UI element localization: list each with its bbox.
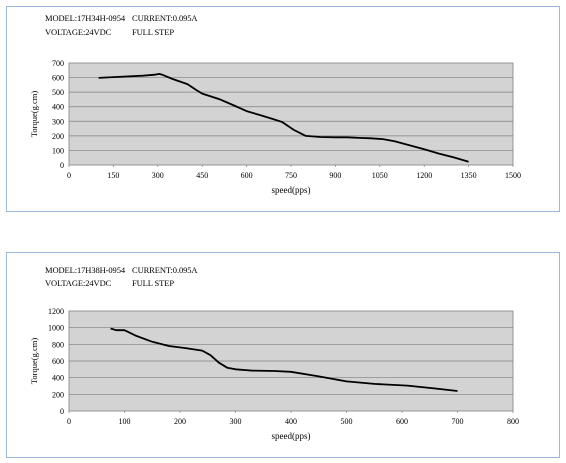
voltage-label: VOLTAGE:24VDC: [45, 278, 112, 288]
y-tick-label: 0: [60, 407, 64, 416]
y-tick-label: 600: [52, 74, 64, 83]
current-label: CURRENT:0.095A: [132, 13, 198, 23]
x-tick-label: 1500: [505, 171, 521, 180]
x-tick-label: 0: [67, 171, 71, 180]
x-tick-label: 400: [285, 417, 297, 426]
voltage-label: VOLTAGE:24VDC: [45, 27, 112, 37]
y-tick-label: 300: [52, 117, 64, 126]
torque-speed-chart-1: 0 100 200 300 400 500 600 700 0 150 300 450 600 750 90…: [29, 59, 521, 195]
y-tick-label: 100: [52, 146, 64, 155]
x-tick-label: 450: [196, 171, 208, 180]
y-tick-label: 0: [60, 161, 64, 170]
x-tick-label: 1050: [372, 171, 388, 180]
y-axis-title: Torque(g.cm): [29, 91, 39, 138]
x-axis-title: speed(pps): [272, 431, 311, 441]
y-tick-label: 500: [52, 88, 64, 97]
x-tick-label: 700: [452, 417, 464, 426]
x-tick-label: 800: [507, 417, 519, 426]
x-tick-label: 900: [329, 171, 341, 180]
x-tick-label: 500: [341, 417, 353, 426]
model-label: MODEL:17H38H-0954: [45, 265, 125, 275]
y-axis-title: Torque(g.cm): [29, 338, 39, 385]
y-tick-label: 400: [52, 374, 64, 383]
y-tick-label: 400: [52, 103, 64, 112]
step-mode-label: FULL STEP: [132, 278, 174, 288]
x-tick-label: 750: [285, 171, 297, 180]
step-mode-label: FULL STEP: [132, 27, 174, 37]
model-label: MODEL:17H34H-0954: [45, 13, 125, 23]
x-tick-label: 600: [396, 417, 408, 426]
torque-speed-chart-2: 0 200 400 600 800 1000 1200 0 100 200 300 400 500 600…: [29, 307, 519, 441]
torque-curve-line: [110, 327, 458, 392]
x-tick-label: 300: [152, 171, 164, 180]
y-tick-label: 800: [52, 340, 64, 349]
y-tick-label: 200: [52, 132, 64, 141]
y-tick-label: 200: [52, 390, 64, 399]
x-tick-label: 0: [67, 417, 71, 426]
x-tick-label: 300: [230, 417, 242, 426]
torque-chart-panel-2: MODEL:17H38H-0954 CURRENT:0.095A VOLTAGE…: [6, 252, 560, 458]
x-tick-label: 100: [119, 417, 131, 426]
x-tick-label: 150: [107, 171, 119, 180]
plot-area: [68, 62, 514, 166]
y-tick-label: 600: [52, 357, 64, 366]
current-label: CURRENT:0.095A: [132, 265, 198, 275]
y-tick-label: 1000: [48, 324, 64, 333]
x-axis-title: speed(pps): [272, 185, 311, 195]
y-tick-label: 1200: [48, 307, 64, 316]
y-tick-label: 700: [52, 59, 64, 68]
x-tick-label: 600: [241, 171, 253, 180]
x-tick-label: 200: [174, 417, 186, 426]
x-tick-label: 1200: [416, 171, 432, 180]
x-tick-label: 1350: [461, 171, 477, 180]
torque-chart-panel-1: MODEL:17H34H-0954 CURRENT:0.095A VOLTAGE…: [6, 6, 560, 212]
torque-curve-line: [98, 73, 469, 163]
